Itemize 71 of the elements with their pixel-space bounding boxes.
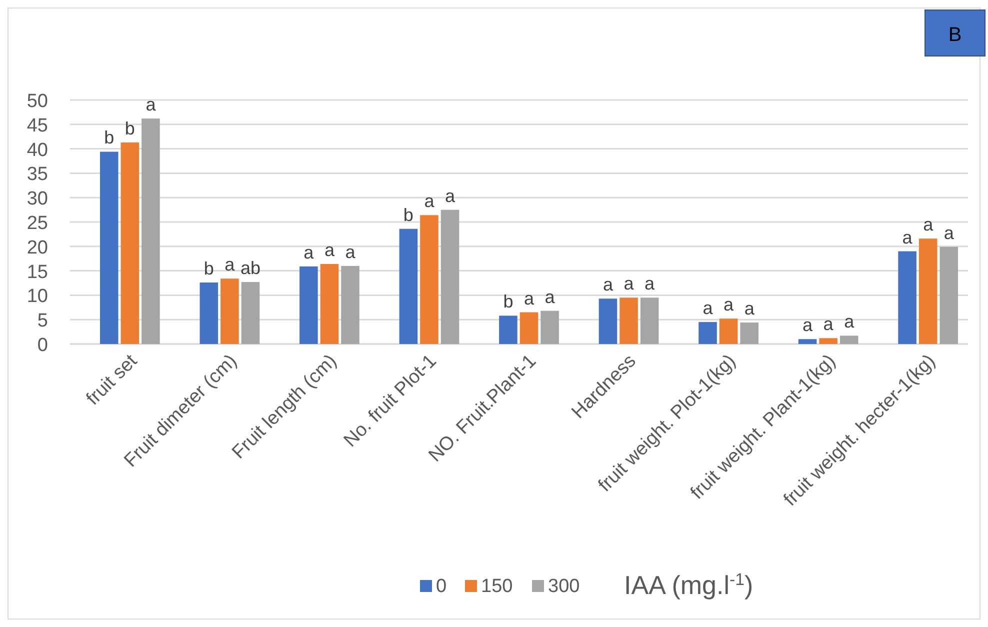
bar bbox=[399, 228, 418, 344]
data-label: a bbox=[644, 274, 656, 294]
legend-label: 150 bbox=[481, 576, 513, 597]
data-label: a bbox=[744, 298, 756, 319]
bar bbox=[798, 339, 817, 344]
data-label: ab bbox=[240, 258, 260, 278]
bar bbox=[840, 336, 858, 344]
bar bbox=[220, 278, 239, 344]
bar bbox=[142, 118, 160, 344]
bar bbox=[420, 215, 438, 344]
data-label: a bbox=[602, 274, 614, 295]
bar bbox=[620, 298, 638, 344]
y-tick-label: 15 bbox=[26, 262, 48, 283]
y-tick-label: 10 bbox=[26, 286, 48, 308]
bar bbox=[719, 318, 738, 344]
bar bbox=[598, 298, 618, 344]
y-tick-label: 30 bbox=[26, 188, 48, 210]
data-label: a bbox=[445, 186, 456, 206]
data-label: b bbox=[403, 204, 414, 225]
bar bbox=[640, 298, 659, 344]
bar bbox=[898, 251, 916, 344]
x-tick-label: fruit set bbox=[82, 350, 142, 410]
data-label: a bbox=[844, 312, 856, 332]
bar bbox=[341, 266, 360, 344]
text: B bbox=[948, 24, 962, 46]
y-tick-label: 40 bbox=[26, 140, 48, 161]
data-label: b bbox=[503, 292, 514, 312]
data-label: a bbox=[424, 191, 436, 212]
y-tick-label: 5 bbox=[37, 310, 48, 332]
data-label: a bbox=[524, 288, 535, 308]
data-label: a bbox=[902, 227, 914, 248]
data-label: a bbox=[345, 242, 356, 262]
y-tick-label: 45 bbox=[26, 115, 48, 136]
data-label: a bbox=[802, 315, 814, 336]
legend-label: 0 bbox=[436, 576, 447, 597]
data-label: b bbox=[104, 128, 114, 148]
bar bbox=[740, 322, 758, 344]
bar bbox=[300, 266, 318, 344]
data-label: a bbox=[224, 254, 236, 275]
y-tick-label: 0 bbox=[37, 335, 48, 356]
data-label: a bbox=[304, 242, 315, 262]
bar bbox=[520, 312, 538, 344]
legend-title: IAA (mg.l$^{-1}$) bbox=[624, 570, 754, 600]
bar bbox=[499, 316, 518, 344]
y-tick-label: 50 bbox=[26, 91, 48, 112]
bar bbox=[320, 264, 339, 344]
bar bbox=[540, 310, 559, 344]
data-label: a bbox=[944, 222, 955, 243]
data-label: a bbox=[823, 314, 834, 334]
bar bbox=[698, 322, 717, 344]
data-label: a bbox=[146, 94, 157, 115]
bar bbox=[200, 282, 218, 344]
bar bbox=[440, 210, 460, 344]
bar bbox=[241, 282, 260, 344]
bar bbox=[819, 338, 838, 344]
bar bbox=[940, 246, 958, 344]
bar bbox=[120, 142, 140, 344]
data-label: a bbox=[923, 214, 934, 235]
data-label: b bbox=[204, 258, 214, 279]
bar bbox=[918, 238, 938, 344]
y-tick-label: 35 bbox=[26, 164, 48, 186]
y-tick-label: 25 bbox=[26, 213, 48, 234]
bar bbox=[100, 152, 118, 344]
data-label: a bbox=[724, 294, 735, 315]
data-label: a bbox=[544, 286, 556, 307]
data-label: a bbox=[324, 240, 336, 260]
data-label: b bbox=[124, 118, 135, 138]
legend-label: 300 bbox=[548, 576, 580, 597]
data-label: a bbox=[702, 298, 714, 318]
data-label: a bbox=[624, 274, 635, 294]
y-tick-label: 20 bbox=[26, 237, 48, 258]
